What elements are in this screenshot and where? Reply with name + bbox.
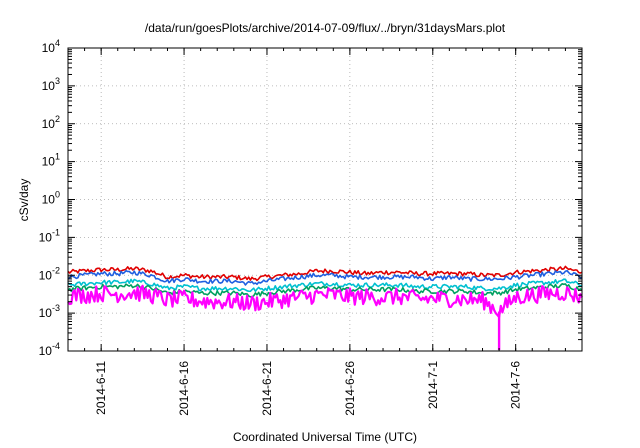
series-layer bbox=[67, 265, 583, 350]
series-line-3 bbox=[67, 283, 583, 298]
x-tick-label: 2014-6-21 bbox=[260, 361, 274, 416]
y-tick-label: 10-3 bbox=[39, 303, 60, 320]
series-line-1 bbox=[67, 269, 583, 286]
y-tick-label: 101 bbox=[42, 152, 60, 169]
y-tick-label: 10-1 bbox=[39, 227, 60, 244]
y-axis-ticks: 10-4 10-3 10-2 10-1 100 101 102 103 104 bbox=[39, 38, 582, 358]
y-tick-label: 104 bbox=[42, 38, 60, 55]
x-axis-label: Coordinated Universal Time (UTC) bbox=[233, 430, 417, 444]
x-axis-ticks: 2014-6-11 2014-6-16 2014-6-21 2014-6-26 2014… bbox=[67, 48, 583, 416]
series-line-2 bbox=[67, 278, 583, 293]
series-line-4 bbox=[67, 284, 583, 319]
y-tick-label: 10-2 bbox=[39, 265, 60, 282]
chart-title: /data/run/goesPlots/archive/2014-07-09/f… bbox=[145, 21, 506, 35]
y-axis-label: cSv/day bbox=[17, 179, 31, 222]
x-tick-label: 2014-6-11 bbox=[94, 361, 108, 415]
x-tick-label: 2014-7-1 bbox=[426, 361, 440, 409]
x-tick-label: 2014-7-6 bbox=[509, 361, 523, 409]
y-tick-label: 102 bbox=[42, 114, 60, 131]
y-tick-label: 103 bbox=[42, 76, 60, 93]
y-tick-label: 100 bbox=[42, 190, 60, 207]
x-tick-label: 2014-6-26 bbox=[343, 361, 357, 416]
series-line-0 bbox=[67, 265, 583, 282]
x-tick-label: 2014-6-16 bbox=[177, 361, 191, 416]
y-tick-label: 10-4 bbox=[39, 341, 60, 358]
